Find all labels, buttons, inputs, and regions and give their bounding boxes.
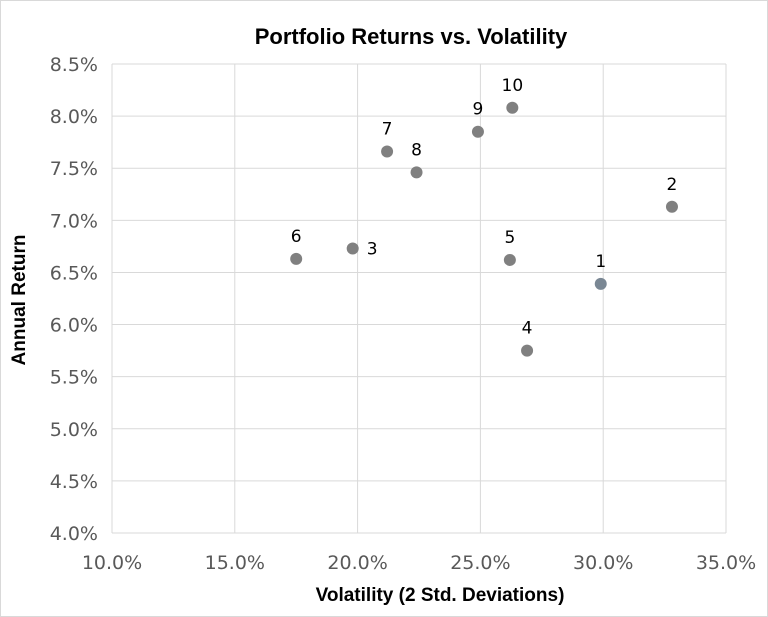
tick-layer: 4.0% 4.5% 5.0% 5.5% 6.0% 6.5% 7.0% 7.5% 8.0% 8.5%…	[50, 54, 756, 574]
y-tick-label: 7.5%	[50, 158, 98, 180]
data-point	[521, 344, 534, 357]
y-tick-label: 7.0%	[50, 210, 98, 232]
y-tick-label: 4.5%	[50, 471, 98, 493]
data-point-label: 6	[291, 227, 302, 247]
x-tick-label: 30.0%	[573, 552, 633, 574]
data-point	[410, 166, 423, 179]
data-point	[346, 242, 359, 255]
y-tick-label: 6.0%	[50, 315, 98, 337]
y-tick-label: 8.0%	[50, 106, 98, 128]
data-point	[594, 277, 607, 290]
data-point-label: 3	[367, 239, 378, 259]
y-tick-label: 6.5%	[50, 262, 98, 284]
data-point	[381, 145, 394, 158]
data-point-label: 5	[504, 228, 515, 248]
point-layer: 1 2 3 4 5 6 78 9 10	[290, 76, 678, 357]
x-tick-label: 35.0%	[696, 552, 756, 574]
data-point-label: 9	[473, 100, 484, 120]
data-point-label: 1	[595, 252, 606, 272]
y-tick-label: 5.0%	[50, 419, 98, 441]
y-tick-label: 4.0%	[50, 523, 98, 545]
data-point-label: 8	[411, 140, 422, 160]
x-axis-title: Volatility (2 Std. Deviations)	[316, 585, 565, 606]
data-point-label: 7	[382, 120, 393, 140]
y-tick-label: 5.5%	[50, 367, 98, 389]
x-tick-label: 10.0%	[82, 552, 142, 574]
data-point	[471, 125, 484, 138]
data-point-label: 2	[667, 175, 678, 195]
x-tick-label: 25.0%	[450, 552, 510, 574]
x-tick-label: 15.0%	[205, 552, 265, 574]
data-point	[290, 252, 303, 265]
data-point	[503, 253, 516, 266]
data-point-label: 10	[502, 76, 524, 96]
chart-title: Portfolio Returns vs. Volatility	[255, 24, 568, 49]
data-point	[665, 200, 678, 213]
x-tick-label: 20.0%	[327, 552, 387, 574]
grid-layer	[111, 63, 727, 534]
y-axis-title: Annual Return	[9, 235, 30, 366]
data-point-label: 4	[522, 319, 533, 339]
y-tick-label: 8.5%	[50, 54, 98, 76]
data-point	[506, 101, 519, 114]
